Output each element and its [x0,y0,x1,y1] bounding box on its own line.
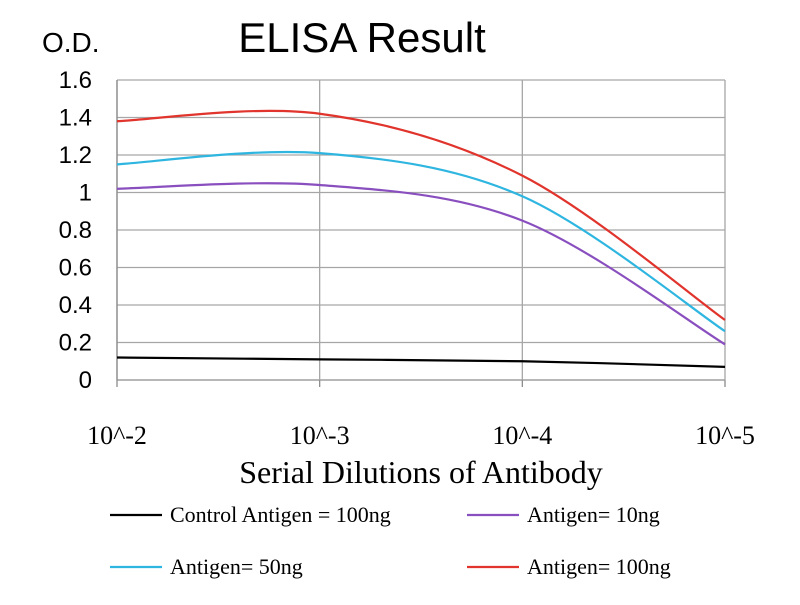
x-tick-label: 10^-4 [492,421,552,450]
y-tick-label: 1.4 [59,105,92,132]
y-axis-label: O.D. [42,27,100,58]
y-tick-label: 0 [79,367,92,394]
chart-title: ELISA Result [238,14,486,61]
legend-label-4: Antigen= 100ng [527,554,671,579]
legend-label-2: Antigen= 10ng [527,502,660,527]
x-tick-label: 10^-5 [695,421,755,450]
series-line-4 [116,109,726,321]
y-tick-label: 0.6 [59,255,92,282]
y-tick-label: 0.4 [59,292,92,319]
y-tick-label: 0.2 [59,330,92,357]
gridlines [116,79,726,387]
legend-label-3: Antigen= 50ng [170,554,303,579]
legend: Control Antigen = 100ng Antigen= 10ng Anti… [110,502,671,579]
x-tick-label: 10^-3 [290,421,350,450]
legend-label-1: Control Antigen = 100ng [170,502,391,527]
series-lines [116,109,726,368]
series-line-3 [116,150,726,333]
x-tick-label: 10^-2 [87,421,147,450]
y-tick-label: 1 [79,180,92,207]
series-line-1 [116,356,726,368]
y-tick-label: 1.2 [59,142,92,169]
x-axis-label: Serial Dilutions of Antibody [239,454,603,490]
series-line-2 [116,182,726,346]
y-tick-label: 1.6 [59,67,92,94]
y-tick-label: 0.8 [59,217,92,244]
axis-ticks: 0 0.2 0.4 0.6 0.8 1 1.2 1.4 1.6 10^-2 10^-3 10^-4 10… [59,67,755,450]
